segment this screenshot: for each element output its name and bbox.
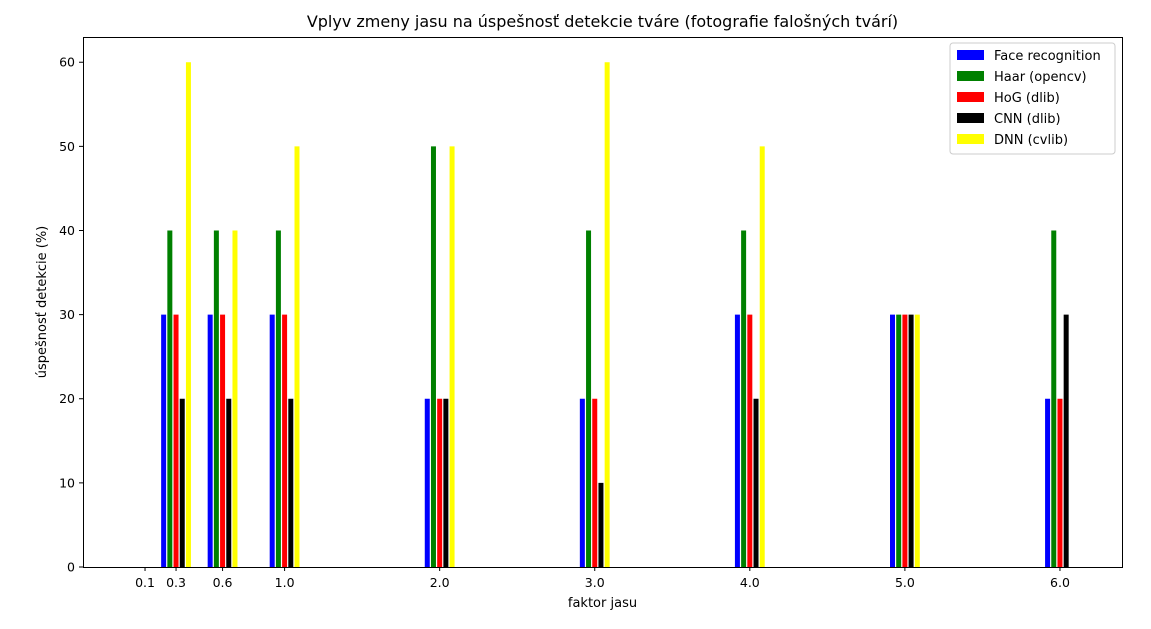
bar-face-recognition-5.0 [890, 314, 895, 567]
bar-hog-dlib-0.3 [173, 314, 179, 567]
x-tick-label: 5.0 [895, 575, 915, 590]
bar-face-recognition-1.0 [269, 314, 275, 567]
bar-hog-dlib-5.0 [902, 314, 908, 567]
y-tick-label: 30 [59, 307, 75, 322]
legend-label-hog-dlib: HoG (dlib) [994, 91, 1060, 106]
bar-haar-opencv-3.0 [586, 230, 592, 568]
bar-hog-dlib-3.0 [592, 398, 598, 567]
x-tick-label: 1.0 [275, 575, 295, 590]
legend-swatch-cnn-dlib [957, 113, 984, 123]
y-tick-label: 10 [59, 475, 75, 490]
bar-cnn-dlib-4.0 [753, 398, 759, 567]
bar-dnn-cvlib-0.6 [232, 230, 238, 568]
x-tick-label: 6.0 [1050, 575, 1070, 590]
bars-layer [161, 62, 1069, 568]
bar-face-recognition-0.3 [161, 314, 167, 567]
bar-haar-opencv-6.0 [1051, 230, 1057, 568]
bar-cnn-dlib-3.0 [598, 482, 604, 567]
plot-frame [83, 37, 1123, 568]
legend-label-haar-opencv: Haar (opencv) [994, 70, 1087, 85]
y-tick-label: 60 [59, 55, 75, 70]
y-axis-label: úspešnosť detekcie (%) [35, 226, 50, 379]
bar-haar-opencv-4.0 [741, 230, 747, 568]
y-tick-label: 20 [59, 391, 75, 406]
legend-frame [949, 42, 1116, 155]
bar-cnn-dlib-2.0 [443, 398, 449, 567]
bar-haar-opencv-5.0 [896, 314, 902, 567]
bar-face-recognition-0.6 [207, 314, 213, 567]
legend-label-face-recognition: Face recognition [994, 49, 1101, 64]
legend-label-dnn-cvlib: DNN (cvlib) [994, 133, 1068, 148]
legend: Face recognition Haar (opencv) HoG (dlib) C… [949, 42, 1116, 155]
bar-dnn-cvlib-5.0 [914, 314, 920, 567]
chart-title: Vplyv zmeny jasu na úspešnosť detekcie t… [307, 12, 898, 31]
legend-swatch-dnn-cvlib [957, 134, 984, 144]
bar-cnn-dlib-0.3 [179, 398, 185, 567]
y-tick-label: 50 [59, 139, 75, 154]
bar-dnn-cvlib-1.0 [294, 146, 300, 567]
bar-haar-opencv-0.3 [167, 230, 173, 568]
bar-cnn-dlib-0.6 [226, 398, 232, 567]
bar-cnn-dlib-1.0 [288, 398, 294, 567]
y-tick-label: 40 [59, 223, 75, 238]
bar-dnn-cvlib-0.3 [185, 62, 191, 568]
x-tick-label: 0.6 [213, 575, 233, 590]
y-tick-label: 0 [67, 560, 75, 575]
bar-haar-opencv-1.0 [275, 230, 281, 568]
x-axis: 0.1 0.3 0.6 1.0 2.0 3.0 4.0 5.0 6.0 [135, 567, 1070, 590]
bar-face-recognition-6.0 [1045, 398, 1051, 567]
x-tick-label: 0.1 [135, 575, 155, 590]
bar-haar-opencv-2.0 [430, 146, 436, 567]
bar-hog-dlib-4.0 [747, 314, 753, 567]
bar-dnn-cvlib-4.0 [759, 146, 765, 567]
y-axis: 0 10 20 30 40 50 60 [59, 55, 83, 575]
x-axis-label: faktor jasu [568, 596, 637, 611]
bar-face-recognition-3.0 [579, 398, 585, 567]
bar-hog-dlib-0.6 [220, 314, 226, 567]
bar-cnn-dlib-5.0 [908, 314, 914, 567]
bar-cnn-dlib-6.0 [1063, 314, 1069, 567]
x-tick-label: 4.0 [740, 575, 760, 590]
bar-face-recognition-2.0 [424, 398, 430, 567]
bar-hog-dlib-1.0 [282, 314, 288, 567]
bar-dnn-cvlib-2.0 [449, 146, 455, 567]
legend-swatch-hog-dlib [957, 92, 984, 102]
bar-face-recognition-4.0 [734, 314, 740, 567]
bar-hog-dlib-6.0 [1057, 398, 1063, 567]
x-tick-label: 2.0 [430, 575, 450, 590]
x-tick-label: 0.3 [166, 575, 186, 590]
bar-haar-opencv-0.6 [213, 230, 219, 568]
bar-dnn-cvlib-3.0 [604, 62, 610, 568]
bar-hog-dlib-2.0 [437, 398, 443, 567]
legend-swatch-haar-opencv [957, 71, 984, 81]
legend-label-cnn-dlib: CNN (dlib) [994, 112, 1061, 127]
x-tick-label: 3.0 [585, 575, 605, 590]
legend-swatch-face-recognition [957, 50, 984, 60]
